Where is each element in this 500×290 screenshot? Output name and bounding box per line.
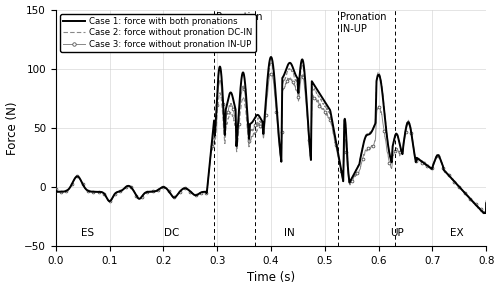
Y-axis label: Force (N): Force (N): [6, 101, 18, 155]
Text: ES: ES: [82, 228, 94, 238]
Legend: Case 1: force with both pronations, Case 2: force without pronation DC-IN, Case : Case 1: force with both pronations, Case…: [60, 14, 256, 52]
Text: IN: IN: [284, 228, 295, 238]
X-axis label: Time (s): Time (s): [247, 271, 295, 284]
Text: EX: EX: [450, 228, 464, 238]
Text: DC: DC: [164, 228, 179, 238]
Text: Pronation
IN-UP: Pronation IN-UP: [340, 12, 386, 34]
Text: Pronation
DC-IN: Pronation DC-IN: [216, 12, 262, 34]
Text: UP: UP: [390, 228, 404, 238]
